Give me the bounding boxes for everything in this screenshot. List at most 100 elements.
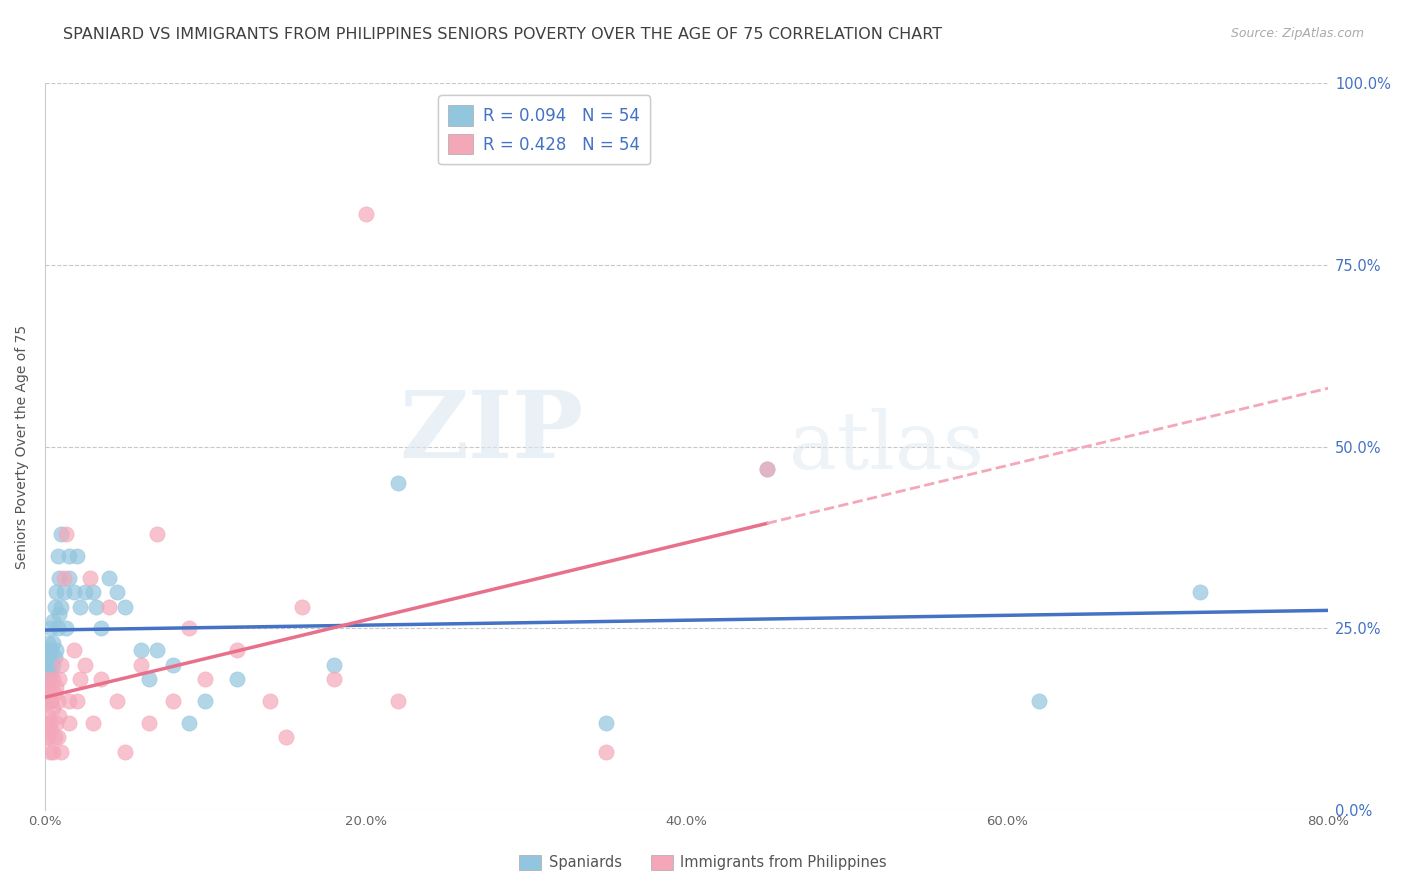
Point [42, 657, 65, 672]
Point [53, 570, 76, 584]
Point [41, 643, 63, 657]
Point [41, 694, 63, 708]
Point [1188, 585, 1211, 599]
Point [69, 599, 91, 614]
Point [387, 476, 409, 491]
Text: Source: ZipAtlas.com: Source: ZipAtlas.com [1230, 27, 1364, 40]
Point [114, 599, 136, 614]
Point [35, 673, 58, 687]
Point [35, 731, 58, 745]
Point [35, 694, 58, 708]
Point [226, 643, 249, 657]
Point [259, 694, 281, 708]
Point [90, 673, 112, 687]
Point [114, 745, 136, 759]
Point [129, 643, 152, 657]
Point [179, 622, 201, 636]
Point [46, 622, 69, 636]
Point [38, 680, 60, 694]
Point [138, 673, 160, 687]
Point [179, 715, 201, 730]
Point [49, 745, 72, 759]
Point [75, 657, 97, 672]
Point [1028, 694, 1050, 708]
Point [162, 657, 184, 672]
Point [42, 636, 65, 650]
Point [755, 461, 778, 475]
Point [138, 715, 160, 730]
Point [37, 650, 59, 665]
Point [194, 673, 217, 687]
Point [48, 570, 70, 584]
Point [42, 745, 65, 759]
Point [595, 745, 617, 759]
Point [162, 694, 184, 708]
Point [37, 680, 59, 694]
Point [45, 680, 67, 694]
Point [44, 650, 66, 665]
Point [42, 701, 65, 715]
Point [322, 657, 344, 672]
Point [226, 673, 249, 687]
Point [49, 599, 72, 614]
Point [387, 694, 409, 708]
Point [37, 687, 59, 701]
Point [755, 461, 778, 475]
Point [42, 673, 65, 687]
Point [75, 585, 97, 599]
Point [146, 527, 169, 541]
Point [42, 614, 65, 628]
Point [63, 585, 86, 599]
Text: atlas: atlas [789, 408, 984, 486]
Point [45, 643, 67, 657]
Point [41, 622, 63, 636]
Point [38, 643, 60, 657]
Point [322, 673, 344, 687]
Legend: Spaniards, Immigrants from Philippines: Spaniards, Immigrants from Philippines [513, 848, 893, 876]
Point [44, 687, 66, 701]
Point [41, 723, 63, 738]
Point [48, 673, 70, 687]
Point [55, 527, 77, 541]
Point [44, 599, 66, 614]
Point [38, 715, 60, 730]
Point [58, 694, 80, 708]
Point [38, 673, 60, 687]
Point [63, 643, 86, 657]
Point [66, 694, 89, 708]
Point [354, 207, 377, 221]
Text: SPANIARD VS IMMIGRANTS FROM PHILIPPINES SENIORS POVERTY OVER THE AGE OF 75 CORRE: SPANIARD VS IMMIGRANTS FROM PHILIPPINES … [63, 27, 942, 42]
Point [37, 731, 59, 745]
Point [37, 636, 59, 650]
Point [82, 585, 104, 599]
Point [38, 657, 60, 672]
Point [66, 549, 89, 563]
Point [55, 622, 77, 636]
Point [79, 570, 101, 584]
Y-axis label: Seniors Poverty Over the Age of 75: Seniors Poverty Over the Age of 75 [15, 325, 30, 569]
Point [49, 527, 72, 541]
Point [35, 715, 58, 730]
Point [48, 708, 70, 723]
Point [595, 715, 617, 730]
Point [146, 643, 169, 657]
Point [38, 694, 60, 708]
Text: ZIP: ZIP [399, 387, 583, 477]
Point [69, 673, 91, 687]
Point [45, 715, 67, 730]
Point [82, 715, 104, 730]
Point [37, 708, 59, 723]
Point [98, 570, 121, 584]
Point [48, 607, 70, 621]
Point [58, 549, 80, 563]
Point [46, 549, 69, 563]
Point [58, 715, 80, 730]
Point [35, 643, 58, 657]
Point [90, 622, 112, 636]
Point [44, 731, 66, 745]
Point [45, 585, 67, 599]
Point [35, 657, 58, 672]
Point [291, 599, 314, 614]
Point [105, 694, 128, 708]
Point [84, 599, 107, 614]
